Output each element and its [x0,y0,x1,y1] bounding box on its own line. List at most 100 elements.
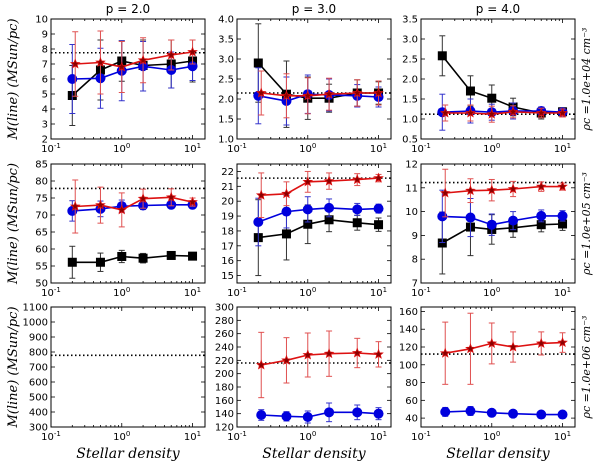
data-point-star [69,58,81,69]
series-red [69,179,198,234]
axes-frame [50,18,206,140]
y-axis-label: M(line) (MSun/pc) [6,18,21,140]
data-point-star [373,348,384,359]
data-point-square [303,219,313,229]
data-point-square [536,220,546,230]
panel-1-1: 10-1 100 101 15 16 17 18 19 20 21 22 [221,163,392,299]
data-point-square [253,58,263,68]
y-tick-label: 120 [399,343,418,354]
y-tick-label: 80 [405,378,418,389]
panel-2-2: 10-1 100 101 40 60 80 100 120 140 160 Stellar dens… [399,306,593,462]
x-tick-label: 101 [370,430,387,443]
data-point-square [374,220,384,230]
y-tick-label: 16 [221,256,234,267]
data-point-star [281,90,292,101]
data-point-star [302,90,314,101]
y-tick-label: 1.0 [218,135,234,146]
data-point-circle [486,219,497,230]
data-point-circle [324,202,335,213]
x-tick-label: 10-1 [227,142,247,155]
x-tick-label: 10-1 [41,142,61,155]
data-point-star [351,87,363,98]
x-tick-label: 100 [113,430,130,443]
series-blue [253,67,384,126]
y-tick-label: 2 [42,135,48,146]
data-point-star [535,181,547,192]
axes-frame [420,18,576,140]
data-point-circle [557,210,568,221]
data-point-star [373,172,384,183]
series-red [439,168,568,218]
data-point-square [188,251,198,261]
series-line [445,185,563,194]
data-point-circle [536,210,547,221]
data-point-circle [256,410,267,420]
y-tick-label: 200 [215,369,234,380]
y-tick-label: 400 [29,408,48,419]
data-point-star [465,185,476,196]
panel-0-1: 10-1 100 101 1.0 1.5 2.0 2.5 3.0 3.5 4.0 p = 3.0 [218,2,392,155]
axes-frame [420,306,576,428]
y-tick-label: 60 [405,396,418,407]
y-tick-label: 180 [215,383,234,394]
x-tick-label: 100 [113,286,130,299]
series-line [445,110,563,116]
data-point-circle [281,206,292,217]
y-tick-label: 55 [35,262,48,273]
data-point-square [352,218,362,228]
series-line [261,177,379,196]
y-tick-label: 10 [405,207,418,218]
y-tick-label: 1.5 [218,115,234,126]
axes-frame [50,163,206,284]
x-axis-label: Stellar density [446,446,550,462]
y-tick-label: 120 [215,423,234,434]
data-point-star [137,54,149,65]
series-line [261,92,379,97]
y-tick-label: 1000 [23,318,48,329]
series-black [253,23,384,128]
y-tick-label: 15 [221,271,234,282]
x-tick-label: 10-1 [41,430,61,443]
panel-title: p = 2.0 [106,2,150,16]
y-tick-label: 40 [405,414,418,425]
y-tick-label: 280 [215,316,234,327]
y-tick-label: 50 [35,279,48,290]
data-point-star [255,189,267,200]
data-point-circle [352,204,363,215]
panel-2-0: 10-1 100 101 300 400 500 600 700 800 900 1000 1100M… [6,303,206,462]
axes-frame [236,306,392,428]
x-tick-label: 10-1 [41,286,61,299]
x-tick-label: 101 [184,286,201,299]
y-tick-label: 85 [35,160,48,171]
data-point-star [323,348,335,359]
data-point-circle [486,407,497,418]
y-tick-label: 8 [412,255,418,266]
y-tick-label: 160 [399,307,418,318]
data-point-square [281,229,291,239]
axes-frame [50,306,206,428]
x-tick-label: 100 [113,142,130,155]
y-tick-label: 70 [35,211,48,222]
data-point-circle [465,406,476,416]
series-red [69,30,198,97]
x-tick-label: 100 [299,286,316,299]
data-point-star [557,181,568,192]
data-point-star [373,87,384,98]
data-point-square [95,257,105,267]
panel-1-0: 10-1 100 101 50 55 60 65 70 75 80 85 M(line) (MSun/… [6,160,206,299]
data-point-circle [302,412,313,422]
row-label: ρc =1.0e+06 cm⁻³ [580,316,593,420]
x-tick-label: 10-1 [411,286,431,299]
data-point-square [138,253,148,263]
data-point-star [465,107,476,118]
data-point-circle [465,212,476,223]
data-point-circle [302,204,313,215]
y-tick-label: 21 [221,182,234,193]
panel-0-0: 10-1 100 101 2 3 4 5 6 7 8 9 10 p = 2.0 M(line) (MSun… [6,2,206,155]
data-point-star [95,199,106,210]
data-point-circle [253,217,264,228]
data-point-star [439,107,451,118]
y-tick-label: 80 [35,177,48,188]
data-point-star [535,337,547,348]
y-tick-label: 500 [29,393,48,404]
